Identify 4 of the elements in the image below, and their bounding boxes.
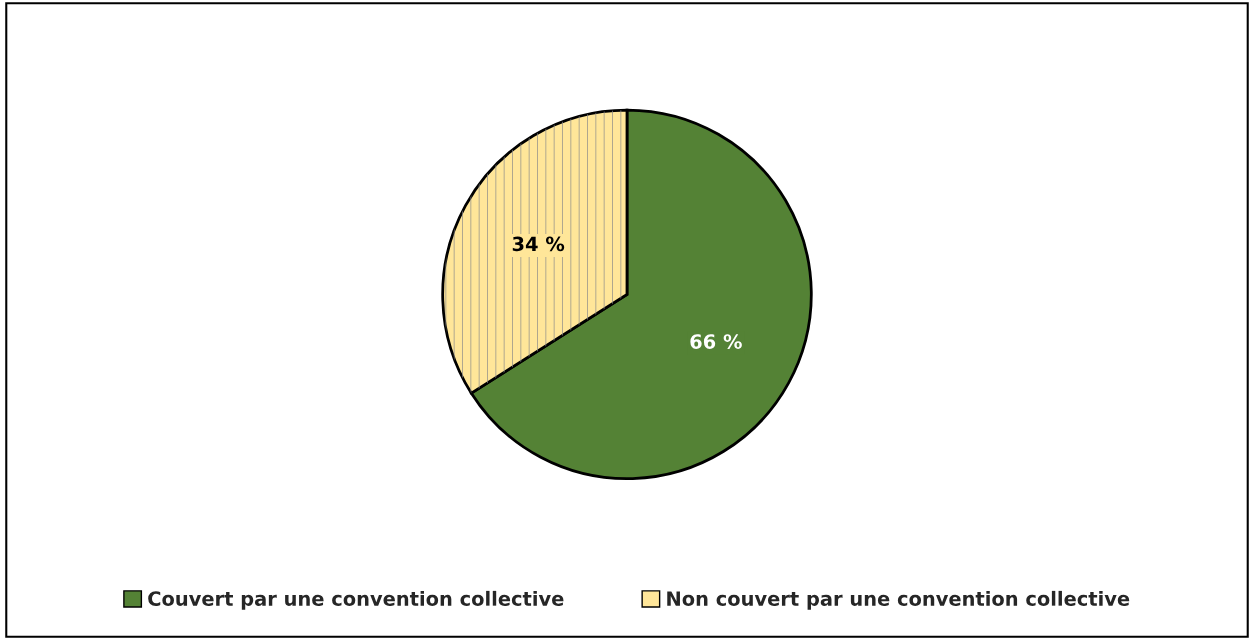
data-label: 66 % — [690, 334, 742, 349]
legend-label: Couvert par une convention collective — [148, 590, 564, 610]
legend-label: Non couvert par une convention collective — [667, 590, 1130, 610]
data-label: 34 % — [512, 236, 565, 252]
